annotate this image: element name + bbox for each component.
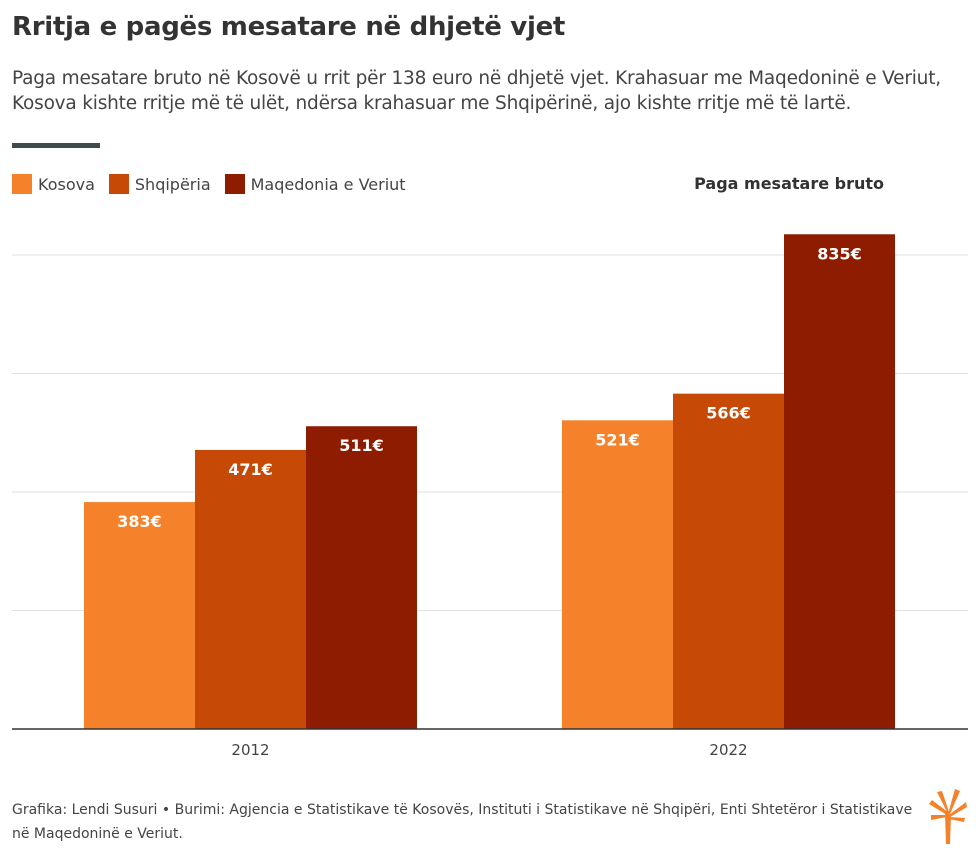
legend-label: Shqipëria xyxy=(134,174,211,194)
chart-legend: Kosova Shqipëria Maqedonia e Veriut xyxy=(12,174,420,194)
chart-title: Paga mesatare bruto xyxy=(694,174,884,193)
bar xyxy=(562,420,673,729)
legend-swatch xyxy=(224,174,245,194)
bar xyxy=(84,502,195,729)
rfe-logo-icon xyxy=(928,786,968,850)
bar-value-label: 566€ xyxy=(706,404,751,423)
x-tick-label: 2022 xyxy=(709,741,747,759)
x-tick-label: 2012 xyxy=(231,741,269,759)
legend-label: Maqedonia e Veriut xyxy=(250,174,406,194)
legend-item-shqiperia: Shqipëria xyxy=(108,174,211,194)
bar xyxy=(195,449,306,729)
bar xyxy=(306,426,417,729)
bar-value-label: 471€ xyxy=(228,460,273,479)
page-subtitle: Paga mesatare bruto në Kosovë u rrit për… xyxy=(12,68,941,114)
legend-item-kosova: Kosova xyxy=(12,174,95,194)
legend-label: Kosova xyxy=(38,174,95,194)
bar-value-label: 835€ xyxy=(817,244,862,263)
bar-value-label: 383€ xyxy=(117,512,162,531)
bar-value-label: 521€ xyxy=(595,430,640,449)
bar-value-label: 511€ xyxy=(339,436,384,455)
title-divider xyxy=(12,143,100,148)
page-title: Rritja e pagës mesatare në dhjetë vjet xyxy=(12,12,566,42)
legend-swatch xyxy=(108,174,129,194)
legend-item-maqedonia: Maqedonia e Veriut xyxy=(224,174,406,194)
bar xyxy=(784,234,895,729)
bar xyxy=(673,393,784,729)
source-credit: Grafika: Lendi Susuri • Burimi: Agjencia… xyxy=(12,802,913,842)
legend-swatch xyxy=(12,174,32,194)
bar-chart: 383€ 471€ 511€ 2012 521€ 566€ 835€ 2022 xyxy=(12,234,968,759)
